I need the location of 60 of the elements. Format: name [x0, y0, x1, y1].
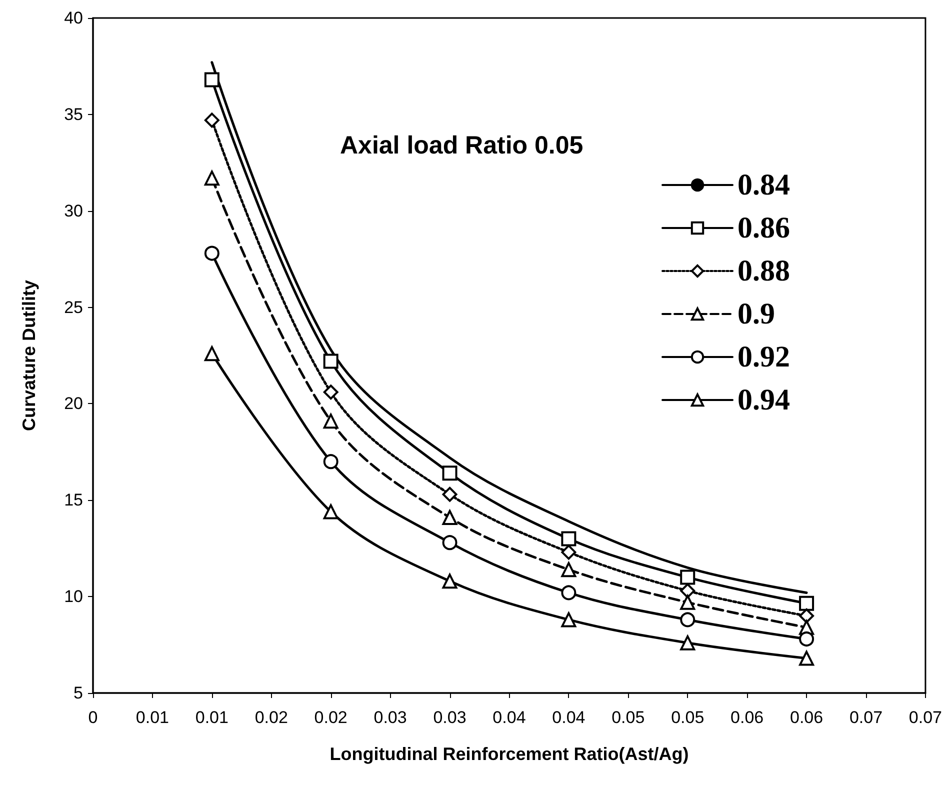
- x-tick-label: 0.01: [195, 708, 228, 727]
- point: [442, 510, 458, 525]
- x-axis-title: Longitudinal Reinforcement Ratio(Ast/Ag): [330, 744, 689, 764]
- y-tick-label: 10: [64, 587, 83, 606]
- x-tick-label: 0.04: [552, 708, 586, 727]
- point: [680, 612, 696, 628]
- point: [561, 612, 576, 628]
- legend-label: 0.84: [738, 168, 790, 202]
- point: [442, 486, 458, 502]
- y-tick-label: 40: [64, 8, 83, 28]
- point: [442, 535, 458, 550]
- point: [561, 544, 576, 560]
- point: [680, 594, 696, 610]
- point: [799, 650, 814, 666]
- point: [680, 583, 696, 598]
- point: [799, 632, 814, 646]
- x-tick-label: 0.04: [492, 708, 526, 727]
- x-tick-label: 0.03: [433, 708, 466, 727]
- point: [204, 170, 220, 186]
- point: [204, 72, 220, 88]
- x-tick-label: 0.01: [136, 708, 170, 727]
- x-tick-label: 0.06: [730, 708, 764, 727]
- y-tick-label: 30: [64, 201, 83, 220]
- x-tick-label: 0.03: [374, 708, 407, 727]
- y-axis-title: Curvature Dutility: [19, 280, 39, 432]
- x-tick-label: 0.05: [671, 708, 704, 727]
- x-tick-label: 0.05: [612, 708, 645, 727]
- y-tick-label: 5: [74, 684, 83, 702]
- point: [561, 531, 576, 546]
- point: [204, 112, 220, 128]
- point: [680, 570, 696, 585]
- point: [323, 454, 338, 470]
- legend-label: 0.94: [738, 384, 790, 416]
- point: [204, 246, 220, 261]
- y-tick-label: 15: [64, 490, 83, 510]
- x-tick-label: 0.02: [254, 708, 288, 727]
- x-tick-label: 0.07: [849, 708, 883, 727]
- point: [323, 504, 338, 520]
- point: [799, 596, 814, 611]
- y-tick-label: 20: [64, 394, 83, 414]
- x-tick-label: 0.07: [908, 708, 942, 727]
- legend-label: 0.88: [738, 254, 790, 288]
- point: [323, 384, 338, 400]
- x-tick-label: 0.06: [790, 708, 824, 727]
- legend-label: 0.86: [738, 212, 790, 244]
- y-tick-label: 35: [64, 104, 83, 124]
- point: [323, 354, 338, 369]
- x-tick-label: 0.02: [314, 708, 348, 727]
- point: [561, 562, 576, 578]
- point: [442, 574, 458, 589]
- text: Axial load Ratio 0.05: [340, 132, 584, 160]
- legend-label: 0.92: [738, 340, 790, 374]
- point: [442, 466, 458, 481]
- point: [323, 414, 338, 429]
- legend-label: 0.9: [738, 298, 775, 330]
- point: [561, 585, 576, 600]
- point: [204, 346, 220, 362]
- y-tick-label: 25: [64, 298, 83, 317]
- x-tick-label: 0: [88, 708, 98, 727]
- point: [680, 635, 696, 650]
